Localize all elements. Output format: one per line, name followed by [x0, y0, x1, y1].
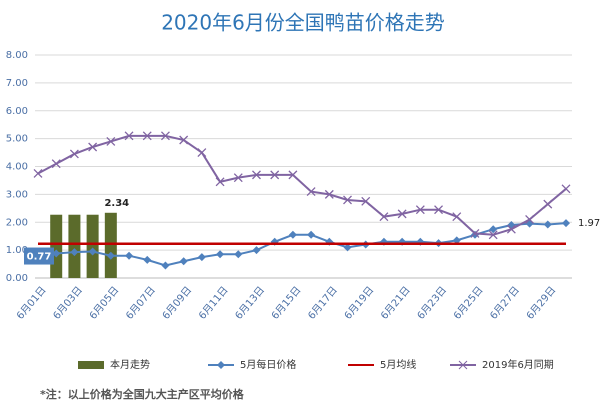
y-tick-label: 1.00: [6, 245, 28, 256]
y-tick-label: 2.00: [6, 217, 28, 228]
point: [88, 142, 98, 152]
point: [270, 170, 280, 180]
y-tick-label: 5.00: [6, 134, 28, 145]
x-tick-label: 6月17日: [306, 284, 340, 322]
bar: [50, 214, 63, 278]
point: [69, 149, 79, 159]
point: [179, 257, 188, 266]
x-tick-label: 6月15日: [269, 284, 303, 322]
data-label: 0.77: [27, 252, 52, 263]
y-tick-label: 7.00: [6, 78, 28, 89]
point: [397, 209, 407, 219]
note: *注：以上价格为全国九大主产区平均价格: [40, 387, 245, 401]
point: [143, 255, 152, 264]
point: [142, 131, 152, 141]
y-tick-label: 3.00: [6, 189, 28, 200]
point: [306, 187, 316, 197]
point: [252, 246, 261, 255]
point: [288, 170, 298, 180]
point: [33, 169, 43, 178]
point: [343, 243, 352, 252]
point: [70, 248, 79, 257]
point: [179, 135, 189, 145]
x-tick-label: 6月27日: [488, 284, 522, 322]
point: [215, 177, 225, 187]
x-tick-label: 6月01日: [14, 284, 48, 322]
line: [37, 134, 567, 236]
x-tick-label: 6月11日: [196, 284, 230, 322]
point: [488, 230, 498, 240]
point: [161, 261, 170, 270]
y-tick-label: 4.00: [6, 162, 28, 173]
x-tick-label: 6月23日: [415, 284, 449, 322]
point: [88, 247, 97, 256]
point: [525, 215, 535, 224]
point: [452, 236, 461, 245]
legend-label: 5月均线: [380, 358, 416, 371]
bar: [104, 212, 117, 278]
x-tick-label: 6月25日: [451, 284, 485, 322]
data-label: 1.97: [578, 218, 600, 229]
x-tick-label: 6月19日: [342, 284, 376, 322]
legend-marker: [217, 361, 225, 369]
bar: [86, 214, 99, 278]
point: [562, 219, 570, 228]
point: [197, 148, 207, 158]
legend-label: 本月走势: [110, 358, 150, 371]
point: [234, 250, 243, 259]
legend-label: 2019年6月同期: [482, 358, 554, 371]
point: [470, 228, 480, 238]
point: [343, 195, 352, 205]
point: [561, 184, 571, 194]
point: [197, 253, 206, 262]
x-tick-label: 6月29日: [524, 284, 558, 322]
data-label-box: [24, 247, 54, 265]
point: [489, 225, 498, 234]
point: [51, 159, 61, 169]
x-tick-label: 6月13日: [233, 284, 267, 322]
x-tick-label: 6月05日: [87, 284, 121, 322]
point: [233, 173, 243, 183]
point: [361, 196, 371, 206]
point: [52, 249, 61, 258]
point: [216, 250, 225, 259]
x-tick-label: 6月07日: [124, 284, 158, 322]
point: [543, 220, 552, 229]
point: [125, 251, 134, 260]
point: [252, 170, 261, 180]
legend-label: 5月每日价格: [240, 358, 296, 371]
point: [452, 212, 462, 222]
data-label: 2.34: [104, 198, 129, 209]
chart-title: 2020年6月份全国鸭苗价格走势: [161, 11, 445, 35]
point: [434, 205, 444, 215]
bar: [68, 214, 81, 278]
y-tick-label: 0.00: [6, 273, 28, 284]
point: [307, 230, 316, 239]
x-tick-label: 6月09日: [160, 284, 194, 322]
y-tick-label: 6.00: [6, 106, 28, 117]
point: [106, 251, 115, 260]
x-tick-label: 6月03日: [51, 284, 85, 322]
legend-marker: [458, 360, 468, 370]
point: [324, 189, 334, 199]
point: [288, 230, 297, 239]
point: [106, 136, 116, 146]
x-tick-label: 6月21日: [378, 284, 412, 322]
y-tick-label: 8.00: [6, 50, 28, 61]
point: [379, 212, 389, 222]
point: [124, 131, 134, 141]
point: [160, 131, 170, 141]
legend-swatch: [78, 361, 104, 369]
point: [415, 205, 425, 215]
point: [543, 199, 553, 209]
point: [506, 224, 516, 234]
